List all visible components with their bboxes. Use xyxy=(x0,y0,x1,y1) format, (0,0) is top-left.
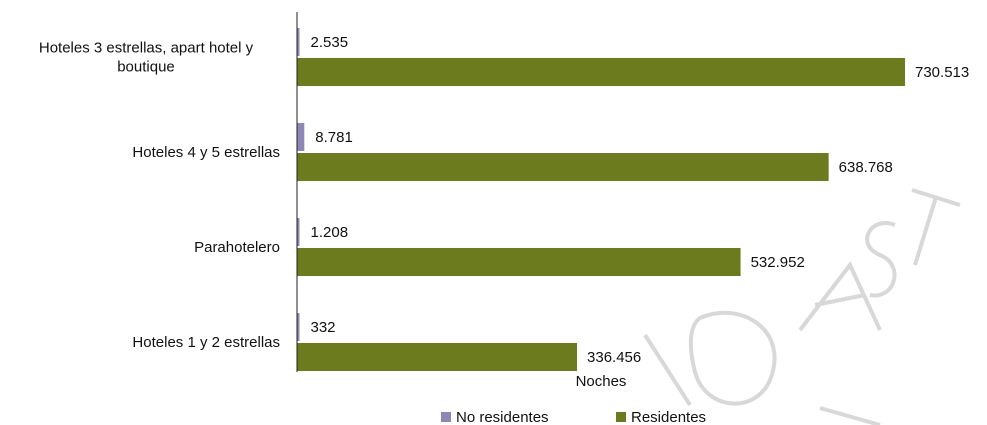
x-axis-title: Noches xyxy=(576,373,627,390)
legend-label-no-residentes: No residentes xyxy=(456,409,549,425)
value-label-residentes: 730.513 xyxy=(915,64,969,81)
bar-no-residentes xyxy=(297,123,305,151)
category-label: Hoteles 1 y 2 estrellas xyxy=(132,334,280,351)
value-label-residentes: 336.456 xyxy=(587,349,641,366)
category-label: Hoteles 3 estrellas, apart hotel y xyxy=(39,40,254,57)
bar-no-residentes xyxy=(297,313,300,341)
value-label-no-residentes: 8.781 xyxy=(315,129,353,146)
bar-residentes xyxy=(297,248,741,276)
bars xyxy=(297,28,905,371)
bar-residentes xyxy=(297,343,578,371)
category-label: Hoteles 4 y 5 estrellas xyxy=(132,144,280,161)
category-labels: Hoteles 3 estrellas, apart hotel y boutiq… xyxy=(39,40,280,352)
bar-residentes xyxy=(297,58,905,86)
value-label-residentes: 532.952 xyxy=(751,254,805,271)
value-label-no-residentes: 2.535 xyxy=(311,34,349,51)
bar-no-residentes xyxy=(297,218,300,246)
bar-residentes xyxy=(297,153,829,181)
legend-label-residentes: Residentes xyxy=(631,409,706,425)
category-label: Parahotelero xyxy=(194,239,280,256)
legend-swatch-residentes xyxy=(616,412,626,422)
value-label-no-residentes: 332 xyxy=(311,319,336,336)
value-label-no-residentes: 1.208 xyxy=(311,224,349,241)
legend: No residentes Residentes xyxy=(441,409,706,425)
value-labels: 2.535 730.513 8.781 638.768 1.208 532.952 332 3… xyxy=(311,34,970,366)
bar-no-residentes xyxy=(297,28,300,56)
legend-swatch-no-residentes xyxy=(441,412,451,422)
category-label: boutique xyxy=(117,59,175,76)
value-label-residentes: 638.768 xyxy=(839,159,893,176)
